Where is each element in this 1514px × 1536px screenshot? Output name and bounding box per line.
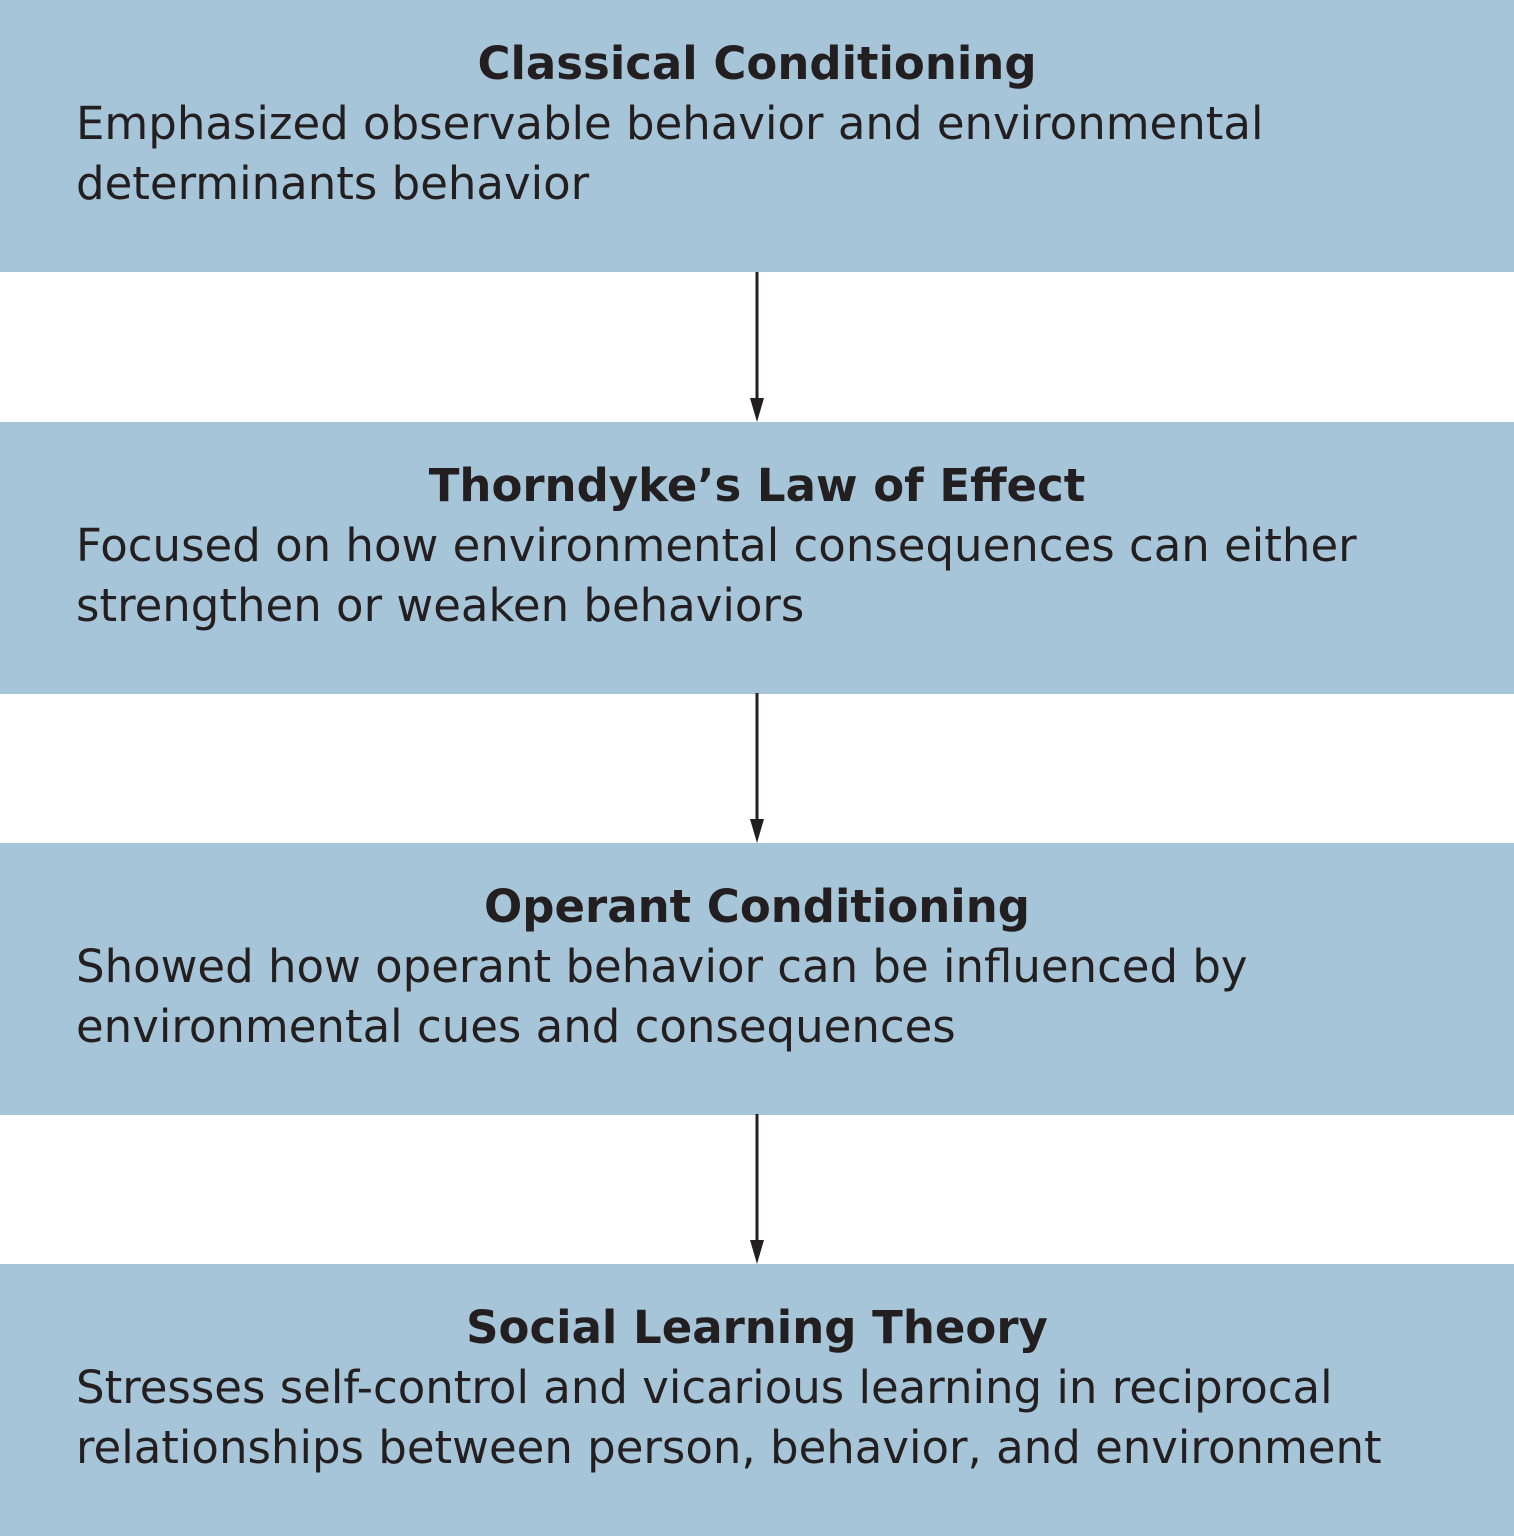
stage-description: Emphasized observable behavior and envir… [0, 94, 1514, 214]
stage-title: Social Learning Theory [466, 1301, 1048, 1354]
stage-description-line: strengthen or weaken behaviors [76, 579, 805, 632]
arrow-down-icon [750, 693, 764, 843]
stage-title: Thorndyke’s Law of Effect [428, 459, 1086, 512]
arrow-down-icon [750, 272, 764, 422]
stage-description-line: Stresses self-control and vicarious lear… [76, 1361, 1333, 1414]
stage-title: Operant Conditioning [484, 880, 1030, 933]
stage-description-line: environmental cues and consequences [76, 1000, 956, 1053]
stage-description: Stresses self-control and vicarious lear… [0, 1358, 1514, 1478]
stage-description: Focused on how environmental consequence… [0, 516, 1514, 636]
stage-box-social-learning-theory: Social Learning Theory Stresses self-con… [0, 1264, 1514, 1536]
stage-description-line: Focused on how environmental consequence… [76, 519, 1357, 572]
stage-box-classical-conditioning: Classical Conditioning Emphasized observ… [0, 0, 1514, 272]
stage-title: Classical Conditioning [477, 37, 1037, 90]
stage-box-operant-conditioning: Operant Conditioning Showed how operant … [0, 843, 1514, 1115]
stage-box-law-of-effect: Thorndyke’s Law of Effect Focused on how… [0, 422, 1514, 694]
stage-description-line: Emphasized observable behavior and envir… [76, 97, 1264, 150]
arrow-down-icon [750, 1114, 764, 1264]
stage-description-line: Showed how operant behavior can be influ… [76, 940, 1248, 993]
stage-description-line: determinants behavior [76, 157, 590, 210]
stage-description-line: relationships between person, behavior, … [76, 1421, 1382, 1474]
stage-description: Showed how operant behavior can be influ… [0, 937, 1514, 1057]
